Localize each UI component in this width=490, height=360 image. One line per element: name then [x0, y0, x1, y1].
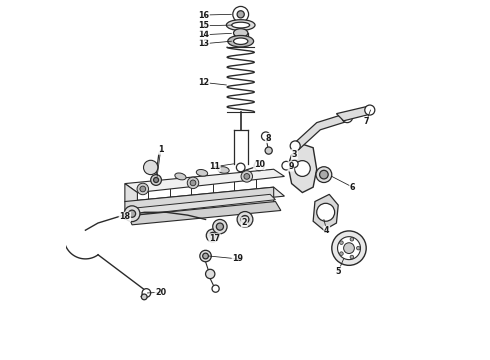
- Circle shape: [350, 255, 354, 259]
- Text: 20: 20: [155, 288, 166, 297]
- Text: 17: 17: [209, 234, 220, 243]
- Circle shape: [237, 11, 245, 18]
- Circle shape: [153, 177, 159, 183]
- Circle shape: [340, 241, 343, 244]
- Text: 11: 11: [209, 162, 220, 171]
- Ellipse shape: [232, 22, 250, 28]
- Ellipse shape: [226, 20, 255, 31]
- Text: 1: 1: [158, 145, 164, 154]
- Ellipse shape: [196, 170, 208, 176]
- Text: 12: 12: [198, 78, 209, 87]
- Text: 6: 6: [350, 183, 355, 192]
- Text: 4: 4: [324, 226, 329, 235]
- Circle shape: [141, 294, 147, 300]
- Polygon shape: [125, 169, 285, 193]
- Circle shape: [144, 160, 158, 175]
- Circle shape: [340, 252, 343, 255]
- Circle shape: [294, 161, 310, 176]
- Circle shape: [190, 180, 196, 186]
- Circle shape: [332, 231, 366, 265]
- Circle shape: [237, 212, 253, 227]
- Circle shape: [124, 206, 140, 222]
- Polygon shape: [288, 144, 317, 193]
- Polygon shape: [125, 184, 137, 211]
- Circle shape: [212, 285, 219, 292]
- Polygon shape: [313, 194, 338, 230]
- Circle shape: [205, 269, 215, 279]
- Circle shape: [262, 132, 270, 140]
- Text: 16: 16: [198, 10, 209, 19]
- Circle shape: [203, 253, 208, 259]
- Text: 8: 8: [266, 134, 271, 143]
- Circle shape: [342, 112, 353, 123]
- Text: 9: 9: [288, 162, 294, 171]
- Circle shape: [282, 161, 291, 170]
- Polygon shape: [125, 187, 274, 220]
- Circle shape: [140, 186, 146, 192]
- Text: 19: 19: [232, 255, 244, 264]
- Circle shape: [206, 229, 219, 242]
- Circle shape: [316, 167, 332, 183]
- Circle shape: [128, 210, 136, 217]
- Polygon shape: [128, 194, 275, 215]
- Circle shape: [151, 175, 161, 185]
- Ellipse shape: [175, 173, 186, 180]
- Circle shape: [350, 238, 354, 241]
- Polygon shape: [337, 107, 372, 121]
- Circle shape: [142, 289, 151, 297]
- Ellipse shape: [234, 29, 248, 37]
- Text: 18: 18: [119, 212, 130, 221]
- Circle shape: [244, 174, 250, 179]
- Circle shape: [137, 183, 148, 195]
- Ellipse shape: [228, 36, 254, 47]
- Text: 5: 5: [336, 267, 341, 276]
- Circle shape: [291, 160, 298, 167]
- Circle shape: [236, 163, 245, 172]
- Polygon shape: [128, 202, 281, 225]
- Text: 7: 7: [364, 117, 369, 126]
- Circle shape: [319, 170, 328, 179]
- Circle shape: [290, 141, 300, 151]
- Ellipse shape: [234, 38, 248, 44]
- Circle shape: [265, 147, 272, 154]
- Circle shape: [254, 161, 265, 171]
- Polygon shape: [125, 187, 285, 211]
- Text: 2: 2: [242, 218, 247, 227]
- Circle shape: [343, 243, 354, 253]
- Text: 3: 3: [292, 150, 297, 159]
- Circle shape: [233, 6, 248, 22]
- Text: 15: 15: [198, 21, 209, 30]
- Circle shape: [200, 250, 211, 262]
- Text: 10: 10: [254, 161, 265, 170]
- Circle shape: [365, 105, 375, 115]
- Circle shape: [213, 220, 227, 234]
- Circle shape: [357, 246, 360, 250]
- Polygon shape: [295, 114, 349, 149]
- Text: 14: 14: [198, 30, 209, 39]
- Circle shape: [317, 203, 335, 221]
- Circle shape: [216, 223, 223, 230]
- Circle shape: [187, 177, 199, 189]
- Circle shape: [210, 232, 216, 239]
- Circle shape: [338, 237, 361, 260]
- Text: 13: 13: [198, 39, 209, 48]
- Circle shape: [241, 171, 252, 182]
- Ellipse shape: [218, 167, 229, 173]
- Circle shape: [241, 216, 249, 224]
